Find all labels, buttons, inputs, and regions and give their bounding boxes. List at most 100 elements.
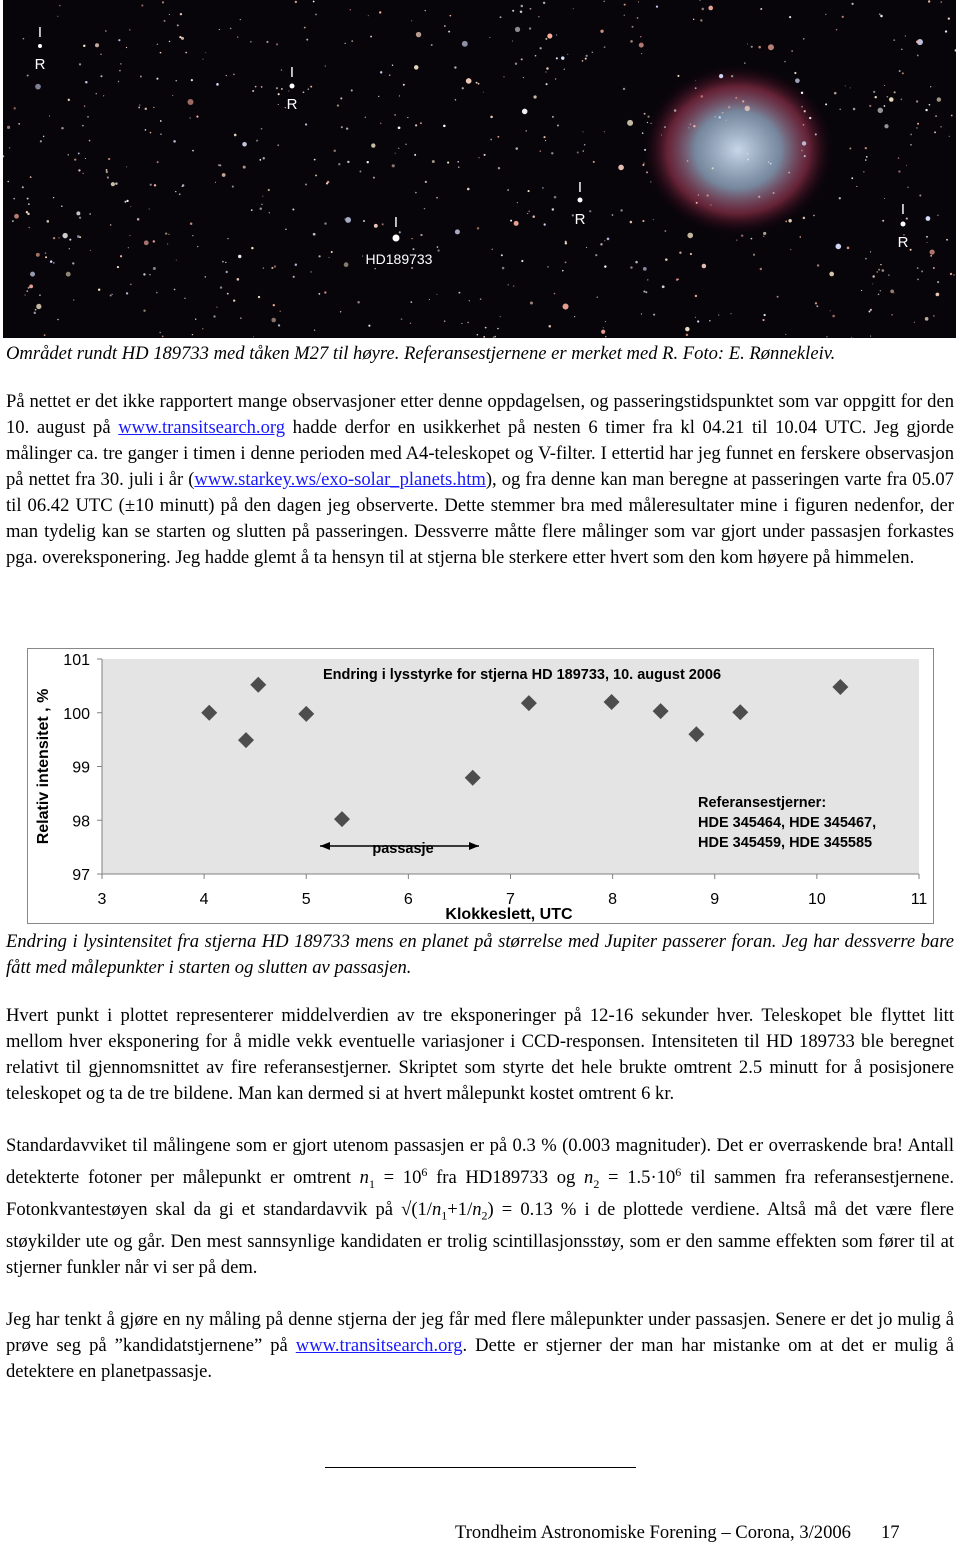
star xyxy=(539,150,542,152)
star xyxy=(428,298,430,301)
star xyxy=(3,155,5,158)
star xyxy=(372,176,375,179)
star xyxy=(933,315,935,317)
star xyxy=(189,117,191,119)
star xyxy=(694,294,698,298)
star xyxy=(143,240,149,246)
star xyxy=(73,299,75,301)
star xyxy=(788,219,792,223)
star xyxy=(260,127,263,130)
x-axis-label: Klokkeslett, UTC xyxy=(445,906,573,923)
star xyxy=(153,106,155,109)
star xyxy=(328,256,330,259)
note-line: HDE 345464, HDE 345467, xyxy=(698,815,876,831)
star xyxy=(388,74,391,76)
text: 2 xyxy=(481,1208,488,1223)
star xyxy=(65,271,71,277)
photo-label: I xyxy=(38,24,42,41)
star xyxy=(117,80,120,83)
star xyxy=(213,315,216,318)
star xyxy=(219,164,222,167)
star xyxy=(903,233,905,236)
star xyxy=(868,310,871,313)
star xyxy=(647,115,650,118)
star xyxy=(799,236,802,238)
star xyxy=(605,335,607,338)
star xyxy=(78,216,82,219)
star xyxy=(107,157,111,161)
star xyxy=(370,35,373,38)
star xyxy=(919,194,922,197)
star xyxy=(571,214,574,217)
text: fra HD189733 og xyxy=(427,1167,585,1189)
text: 2 xyxy=(593,1176,600,1191)
star xyxy=(143,273,146,276)
star xyxy=(529,301,533,305)
star xyxy=(84,157,86,160)
photo-label: R xyxy=(287,96,298,113)
star xyxy=(89,213,91,215)
star xyxy=(34,308,37,311)
star xyxy=(543,136,546,139)
star xyxy=(516,202,518,204)
star xyxy=(665,258,668,261)
star xyxy=(816,264,820,267)
star xyxy=(905,164,908,166)
star xyxy=(602,327,604,329)
chart: 97 98 99 100 101 3 4 5 6 7 8 9 10 11 Endring i lysstyr… xyxy=(27,648,934,924)
star xyxy=(527,212,529,215)
star xyxy=(763,235,765,237)
link[interactable]: www.transitsearch.org xyxy=(118,417,286,438)
star xyxy=(700,95,704,98)
star xyxy=(547,265,549,268)
link[interactable]: www.starkey.ws/exo-solar_planets.htm xyxy=(194,469,486,490)
star xyxy=(555,57,558,60)
star xyxy=(708,5,714,11)
star xyxy=(262,195,264,197)
star xyxy=(884,197,886,200)
star xyxy=(233,73,235,76)
star xyxy=(149,183,152,186)
photo-caption: Området rundt HD 189733 med tåken M27 ti… xyxy=(6,343,836,364)
note-line: HDE 345459, HDE 345585 xyxy=(698,835,872,851)
star xyxy=(643,162,645,164)
star xyxy=(928,103,931,106)
link[interactable]: www.transitsearch.org xyxy=(295,1335,463,1356)
paragraph: På nettet er det ikke rapportert mange o… xyxy=(6,389,954,571)
x-tick-label: 10 xyxy=(808,891,826,908)
star xyxy=(74,158,77,161)
data-point xyxy=(333,811,350,828)
star xyxy=(623,3,626,6)
star xyxy=(718,74,724,79)
star xyxy=(312,232,316,236)
star xyxy=(591,51,594,53)
star xyxy=(238,254,242,259)
star xyxy=(129,29,131,31)
footer-text: Trondheim Astronomiske Forening – Corona… xyxy=(455,1522,851,1543)
star xyxy=(192,149,194,152)
star xyxy=(527,190,530,193)
star xyxy=(522,77,524,79)
star xyxy=(125,292,129,295)
star xyxy=(490,115,493,119)
star xyxy=(852,107,856,111)
star xyxy=(603,0,605,2)
star xyxy=(67,98,70,102)
star xyxy=(503,76,505,78)
star xyxy=(642,163,645,167)
star xyxy=(577,197,583,203)
star xyxy=(900,98,903,101)
star xyxy=(415,191,417,194)
star xyxy=(268,212,271,214)
text: 6 xyxy=(421,1165,428,1179)
star xyxy=(604,321,606,323)
star xyxy=(762,318,765,322)
star xyxy=(759,267,763,271)
star xyxy=(910,144,912,146)
star xyxy=(512,40,514,42)
star xyxy=(110,182,115,187)
star xyxy=(642,266,647,271)
star xyxy=(233,133,237,137)
star xyxy=(835,243,842,250)
star xyxy=(477,82,480,85)
